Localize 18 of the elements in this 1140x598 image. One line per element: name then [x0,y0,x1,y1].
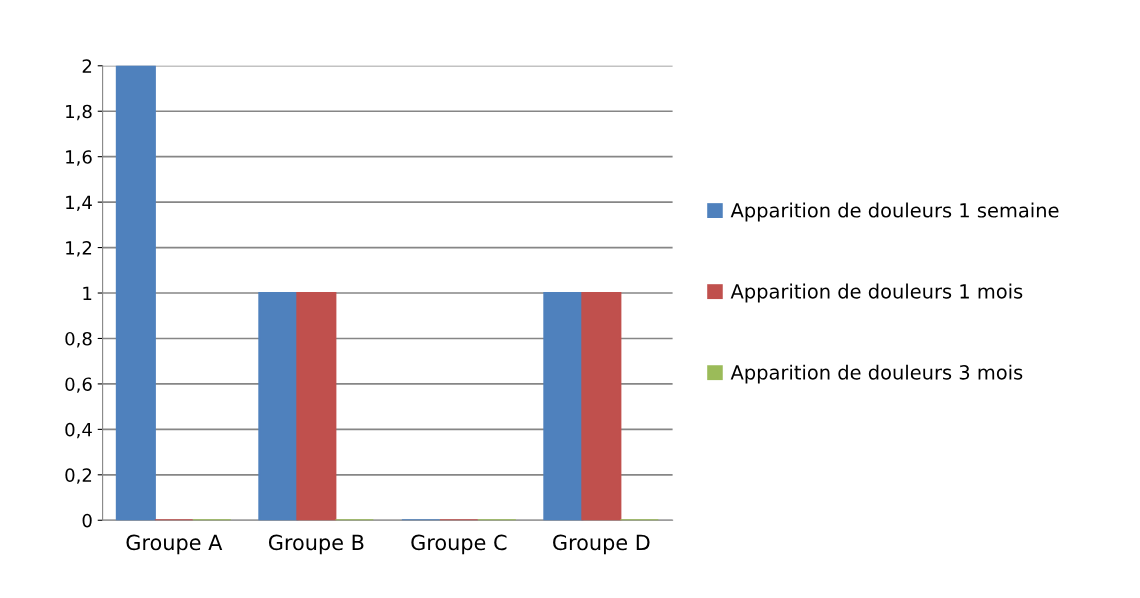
x-tick-label: Groupe B [268,534,364,555]
y-tick-label: 0,8 [65,331,92,348]
y-tick-label: 1,2 [66,241,92,257]
y-tick-label: 0,6 [65,377,92,393]
y-tick-label: 1 [83,286,92,300]
legend-label: Apparition de douleurs 1 semaine [730,202,1059,222]
x-tick-label: Groupe C [411,534,507,555]
y-tick-label: 1,6 [66,150,92,166]
y-tick-label: 0,2 [65,468,92,484]
x-tick-label: Groupe D [553,534,650,555]
legend-label: Apparition de douleurs 3 mois [730,364,1023,384]
y-tick-label: 1,8 [66,104,92,121]
legend-label: Apparition de douleurs 1 mois [730,283,1023,303]
y-tick-label: 2 [82,59,92,73]
x-tick-label: Groupe A [126,534,223,555]
y-tick-label: 0 [82,513,92,528]
y-tick-label: 1,4 [66,195,92,212]
y-tick-label: 0,4 [65,422,92,439]
